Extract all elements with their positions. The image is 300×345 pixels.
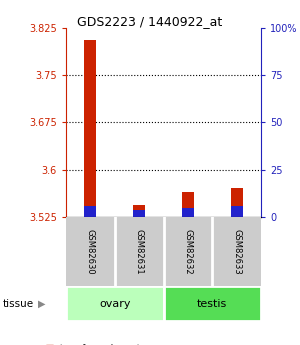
Bar xyxy=(230,188,243,217)
Bar xyxy=(182,208,194,217)
Text: GDS2223 / 1440922_at: GDS2223 / 1440922_at xyxy=(77,16,223,29)
Text: GSM82633: GSM82633 xyxy=(232,229,241,275)
Text: testis: testis xyxy=(197,299,227,308)
Text: ovary: ovary xyxy=(99,299,130,308)
Bar xyxy=(182,192,194,217)
Bar xyxy=(66,286,164,321)
Text: ▶: ▶ xyxy=(38,299,46,308)
Bar xyxy=(84,40,97,217)
Bar xyxy=(133,210,145,217)
Bar xyxy=(84,206,97,217)
Text: GSM82631: GSM82631 xyxy=(135,229,144,275)
Legend: transformed count, percentile rank within the sample: transformed count, percentile rank withi… xyxy=(46,344,205,345)
Bar xyxy=(164,286,261,321)
Text: GSM82630: GSM82630 xyxy=(86,229,95,275)
Text: GSM82632: GSM82632 xyxy=(183,229,192,275)
Text: tissue: tissue xyxy=(3,299,34,308)
Bar xyxy=(230,206,243,217)
Bar xyxy=(133,205,145,217)
